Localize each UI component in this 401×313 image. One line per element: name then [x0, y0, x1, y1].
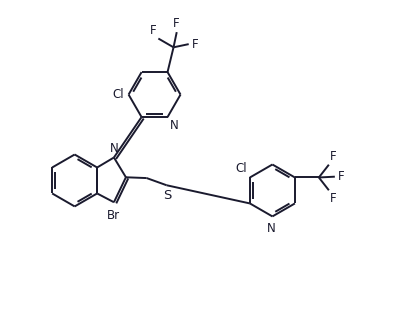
- Text: F: F: [330, 150, 336, 163]
- Text: F: F: [192, 38, 198, 51]
- Text: F: F: [338, 170, 344, 183]
- Text: N: N: [170, 120, 178, 132]
- Text: Br: Br: [107, 209, 120, 223]
- Text: Cl: Cl: [112, 88, 124, 101]
- Text: N: N: [267, 222, 276, 235]
- Text: Cl: Cl: [235, 162, 247, 175]
- Text: F: F: [150, 24, 157, 37]
- Text: S: S: [163, 189, 172, 202]
- Text: N: N: [110, 142, 119, 155]
- Text: F: F: [172, 17, 179, 30]
- Text: F: F: [330, 192, 336, 205]
